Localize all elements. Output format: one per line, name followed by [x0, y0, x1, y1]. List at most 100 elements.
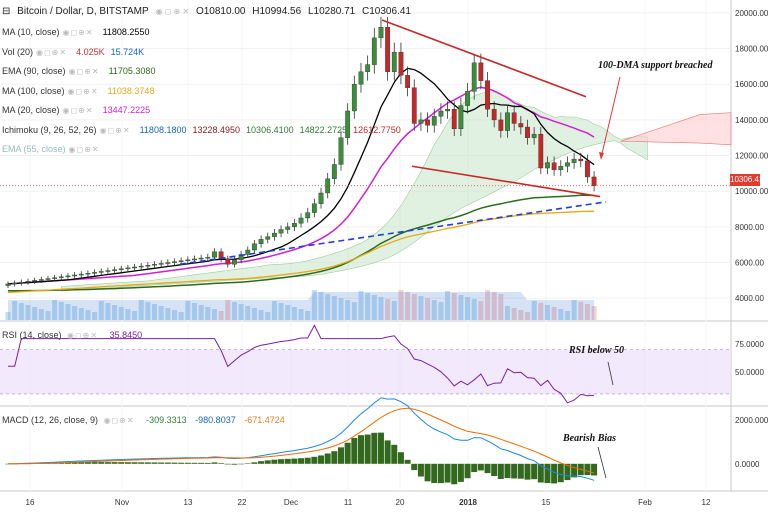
macd-histogram-bar: [491, 463, 498, 477]
candle-body: [118, 268, 124, 270]
macd-histogram-bar: [304, 457, 311, 464]
indicator-buttons[interactable]: ◉◻⊕✕: [62, 28, 94, 37]
candle-body: [285, 226, 291, 230]
candle-body: [32, 280, 38, 282]
price-tick-label: 6000.00: [735, 259, 764, 268]
macd-legend-buttons[interactable]: ◉◻⊕✕: [103, 416, 135, 425]
volume-bar: [158, 306, 164, 320]
macd-histogram-bar: [131, 462, 138, 464]
macd-histogram-bar: [344, 442, 351, 464]
rsi-annotation-arrow: [607, 361, 614, 386]
candle-body: [311, 203, 317, 213]
macd-histogram-bar: [524, 463, 531, 480]
indicator-buttons[interactable]: ◉◻⊕✕: [99, 125, 131, 135]
volume-bar: [405, 292, 411, 320]
indicator-legend-row[interactable]: MA (20, close) ◉◻⊕✕ 13447.2225: [2, 105, 150, 116]
indicator-value: 11808.2550: [102, 27, 150, 37]
volume-bar: [218, 311, 224, 320]
descending-lower-trendline: [411, 165, 601, 198]
volume-bar: [92, 312, 98, 320]
candle-body: [92, 272, 97, 274]
volume-bar: [311, 290, 317, 320]
legend-buttons[interactable]: ◉ ◻ ⊕ ✕: [155, 7, 190, 16]
macd-histogram-bar: [431, 463, 438, 484]
volume-bar: [331, 296, 337, 320]
candle-body: [585, 160, 590, 178]
candle-body: [238, 254, 244, 261]
rsi-legend-buttons[interactable]: ◉◻⊕✕: [67, 331, 99, 340]
candle-body: [138, 265, 144, 268]
candle-body: [252, 243, 257, 251]
macd-histogram-bar: [91, 462, 98, 464]
indicator-legend-row[interactable]: MA (10, close) ◉◻⊕✕ 11808.2550: [2, 27, 149, 38]
volume-bar: [125, 309, 131, 320]
macd-histogram-bar: [331, 451, 338, 464]
x-tick-label: Nov: [115, 498, 129, 507]
chart-title-row: ⊟ Bitcoin / Dollar, D, BITSTAMP ◉ ◻ ⊕ ✕ …: [2, 6, 415, 17]
macd-histogram-bar: [444, 463, 451, 483]
volume-bar: [551, 307, 557, 320]
volume-bar: [205, 307, 211, 320]
volume-bar: [231, 302, 237, 320]
volume-bar: [371, 295, 377, 320]
indicator-legend-row[interactable]: Vol (20) ◉◻⊕✕ 4.025K 15.724K: [2, 47, 144, 58]
indicator-legend-row[interactable]: Ichimoku (9, 26, 52, 26) ◉◻⊕✕ 11808.1800 13…: [2, 125, 401, 136]
volume-bar: [78, 308, 84, 320]
macd-histogram-bar: [98, 462, 105, 464]
volume-bar: [391, 301, 397, 320]
macd-histogram-bar: [557, 463, 564, 483]
macd-histogram-bar: [584, 463, 591, 476]
volume-bar: [72, 306, 78, 320]
candle-body: [265, 236, 271, 240]
volume-bar: [105, 303, 111, 320]
macd-histogram-bar: [531, 463, 538, 480]
volume-bar: [431, 300, 437, 320]
volume-bar: [5, 312, 11, 320]
candle-body: [38, 279, 44, 281]
candle-body: [458, 105, 464, 129]
indicator-buttons[interactable]: ◉◻⊕✕: [68, 145, 100, 154]
candle-body: [212, 251, 217, 258]
macd-histogram-bar: [291, 458, 298, 464]
price-tick-label: 8000.00: [735, 223, 764, 232]
macd-histogram-bar: [591, 463, 598, 476]
candle-body: [245, 249, 251, 255]
indicator-buttons[interactable]: ◉◻⊕✕: [62, 106, 94, 115]
candle-body: [425, 119, 430, 126]
ichimoku-cloud: [61, 91, 648, 292]
candle-body: [545, 162, 550, 169]
candle-body: [431, 116, 437, 126]
indicator-legend-row[interactable]: EMA (90, close) ◉◻⊕✕ 11705.3080: [2, 66, 155, 77]
macd-histogram-bar: [417, 463, 424, 477]
candle-body: [58, 276, 64, 278]
macd-histogram-bar: [151, 462, 158, 464]
macd-histogram-bar: [251, 462, 258, 464]
annotation-arrow-head: [599, 152, 604, 160]
macd-signal-line: [8, 407, 595, 474]
candle-body: [351, 84, 357, 112]
indicator-value: 14822.2725: [299, 124, 348, 135]
volume-bar: [458, 295, 464, 320]
macd-label: MACD (12, 26, close, 9): [2, 415, 99, 425]
macd-histogram-bar: [464, 463, 471, 479]
indicator-buttons[interactable]: ◉◻⊕✕: [67, 86, 99, 96]
candle-body: [45, 278, 51, 280]
macd-histogram-bar: [211, 462, 218, 464]
candle-body: [52, 277, 58, 279]
macd-histogram-bar: [517, 463, 524, 479]
volume-bar: [571, 300, 577, 320]
macd-histogram-bar: [104, 462, 111, 464]
indicator-legend-row[interactable]: EMA (55, close) ◉◻⊕✕: [2, 144, 103, 155]
candle-body: [132, 266, 137, 269]
ma10-line: [7, 67, 595, 285]
volume-ma-area: [8, 292, 595, 320]
candle-body: [591, 176, 597, 186]
indicator-legend-row[interactable]: MA (100, close) ◉◻⊕✕ 11038.3748: [2, 86, 154, 97]
indicator-buttons[interactable]: ◉◻⊕✕: [36, 47, 68, 57]
candle-body: [558, 166, 564, 171]
minus-box-icon[interactable]: ⊟: [2, 6, 11, 17]
volume-bar: [411, 294, 417, 320]
volume-bar: [471, 299, 477, 320]
indicator-buttons[interactable]: ◉◻⊕✕: [68, 67, 100, 76]
